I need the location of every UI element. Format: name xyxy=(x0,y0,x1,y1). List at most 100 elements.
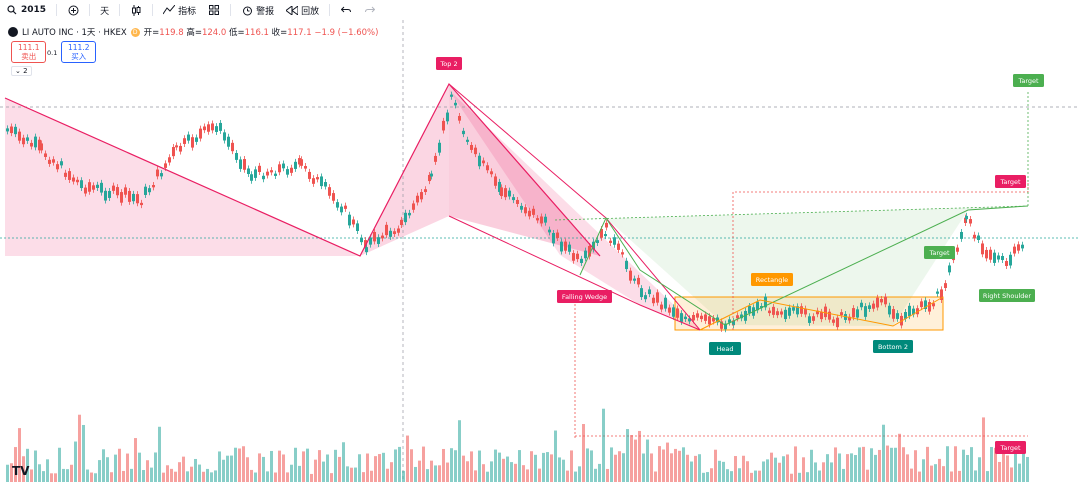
candle-body xyxy=(393,231,396,235)
volume-bar xyxy=(22,456,25,482)
plus-circle-icon xyxy=(67,4,79,16)
volume-bar xyxy=(718,460,721,482)
volume-bar xyxy=(606,468,609,482)
candle-body xyxy=(10,126,13,134)
volume-bar xyxy=(6,464,9,482)
volume-bar xyxy=(502,458,505,482)
volume-bar xyxy=(610,447,613,482)
candle-body xyxy=(72,177,75,182)
volume-bar xyxy=(414,466,417,482)
volume-bar xyxy=(826,454,829,482)
collapse-indicators-button[interactable]: ⌄ 2 xyxy=(11,66,32,76)
volume-bar xyxy=(358,454,361,482)
sell-price: 111.1 xyxy=(18,43,40,52)
target-label-red-bg xyxy=(995,175,1026,188)
buy-button[interactable]: 111.2 买入 xyxy=(61,41,97,63)
volume-bar xyxy=(54,473,57,482)
alerts-button[interactable]: 警报 xyxy=(235,0,280,20)
candle-body xyxy=(564,241,567,251)
volume-bar xyxy=(990,446,993,482)
rectangle-label: Rectangle xyxy=(756,276,788,284)
volume-bar xyxy=(914,450,917,482)
volume-bar xyxy=(442,448,445,482)
volume-bar xyxy=(638,430,641,482)
volume-bar xyxy=(622,453,625,482)
compare-button[interactable] xyxy=(61,0,85,20)
volume-bar xyxy=(694,455,697,482)
candle-body xyxy=(664,297,667,309)
candle-body xyxy=(294,161,297,169)
volume-bar xyxy=(282,454,285,482)
volume-bar xyxy=(658,446,661,482)
candle-body xyxy=(852,308,855,318)
volume-bar xyxy=(938,458,941,482)
templates-button[interactable] xyxy=(202,0,226,20)
volume-bar xyxy=(998,461,1001,482)
candle-body xyxy=(812,316,815,321)
volume-bar xyxy=(394,449,397,482)
candle-body xyxy=(60,161,63,166)
interval-button[interactable]: 天 xyxy=(94,0,115,20)
volume-bar xyxy=(338,456,341,482)
volume-bar xyxy=(10,463,13,482)
volume-bar xyxy=(630,435,633,482)
volume-bar xyxy=(126,453,129,482)
head-label: Head xyxy=(717,345,734,353)
candle-body xyxy=(724,323,727,330)
candle-body xyxy=(896,313,899,319)
indicators-button[interactable]: 指标 xyxy=(157,0,202,20)
candle-body xyxy=(884,296,887,305)
volume-bar xyxy=(430,460,433,482)
low-value: 116.1 xyxy=(244,28,269,38)
volume-bar xyxy=(706,472,709,482)
tradingview-logo[interactable]: TV xyxy=(12,464,30,478)
undo-button[interactable] xyxy=(334,0,358,20)
candle-body xyxy=(633,278,636,281)
candle-body xyxy=(356,223,359,231)
sell-button[interactable]: 111.1 卖出 xyxy=(11,41,47,63)
volume-bar xyxy=(250,469,253,482)
symbol-title[interactable]: LI AUTO INC · 1天 · HKEX xyxy=(22,28,127,38)
alerts-label: 警报 xyxy=(256,6,275,17)
volume-bar xyxy=(118,448,121,482)
volume-bar xyxy=(986,471,989,482)
candle-body xyxy=(424,189,427,193)
candle-body xyxy=(1013,246,1016,254)
volume-bar xyxy=(142,470,145,482)
volume-bar xyxy=(62,468,65,482)
candle-body xyxy=(512,197,515,201)
candle-body xyxy=(804,308,807,315)
volume-bar xyxy=(774,457,777,482)
volume-bar xyxy=(50,473,53,482)
volume-bar xyxy=(30,469,33,482)
redo-button[interactable] xyxy=(358,0,382,20)
volume-bar xyxy=(366,453,369,482)
volume-bar xyxy=(538,468,541,482)
high-value: 124.0 xyxy=(201,28,227,38)
candle-body xyxy=(22,137,25,145)
volume-bar xyxy=(822,462,825,482)
candle-body xyxy=(644,295,647,300)
volume-bar xyxy=(814,462,817,482)
symbol-search-button[interactable]: 2015 xyxy=(0,0,52,20)
volume-bar xyxy=(934,464,937,482)
candle-body xyxy=(928,302,931,312)
volume-bar xyxy=(82,424,85,482)
candle-body xyxy=(936,291,939,294)
volume-bar xyxy=(566,470,569,482)
volume-bar xyxy=(198,464,201,482)
volume-bar xyxy=(98,460,101,482)
volume-bar xyxy=(102,449,105,482)
candle-body xyxy=(160,173,163,177)
replay-button[interactable]: 回放 xyxy=(280,0,325,20)
candle-body xyxy=(223,132,226,141)
chart-type-button[interactable] xyxy=(124,0,148,20)
volume-bar xyxy=(434,465,437,482)
candle-body xyxy=(377,237,380,244)
candle-body xyxy=(486,165,489,171)
volume-bar xyxy=(1018,463,1021,482)
volume-bar xyxy=(846,454,849,482)
candle-body xyxy=(312,178,315,184)
volume-bar xyxy=(798,472,801,482)
